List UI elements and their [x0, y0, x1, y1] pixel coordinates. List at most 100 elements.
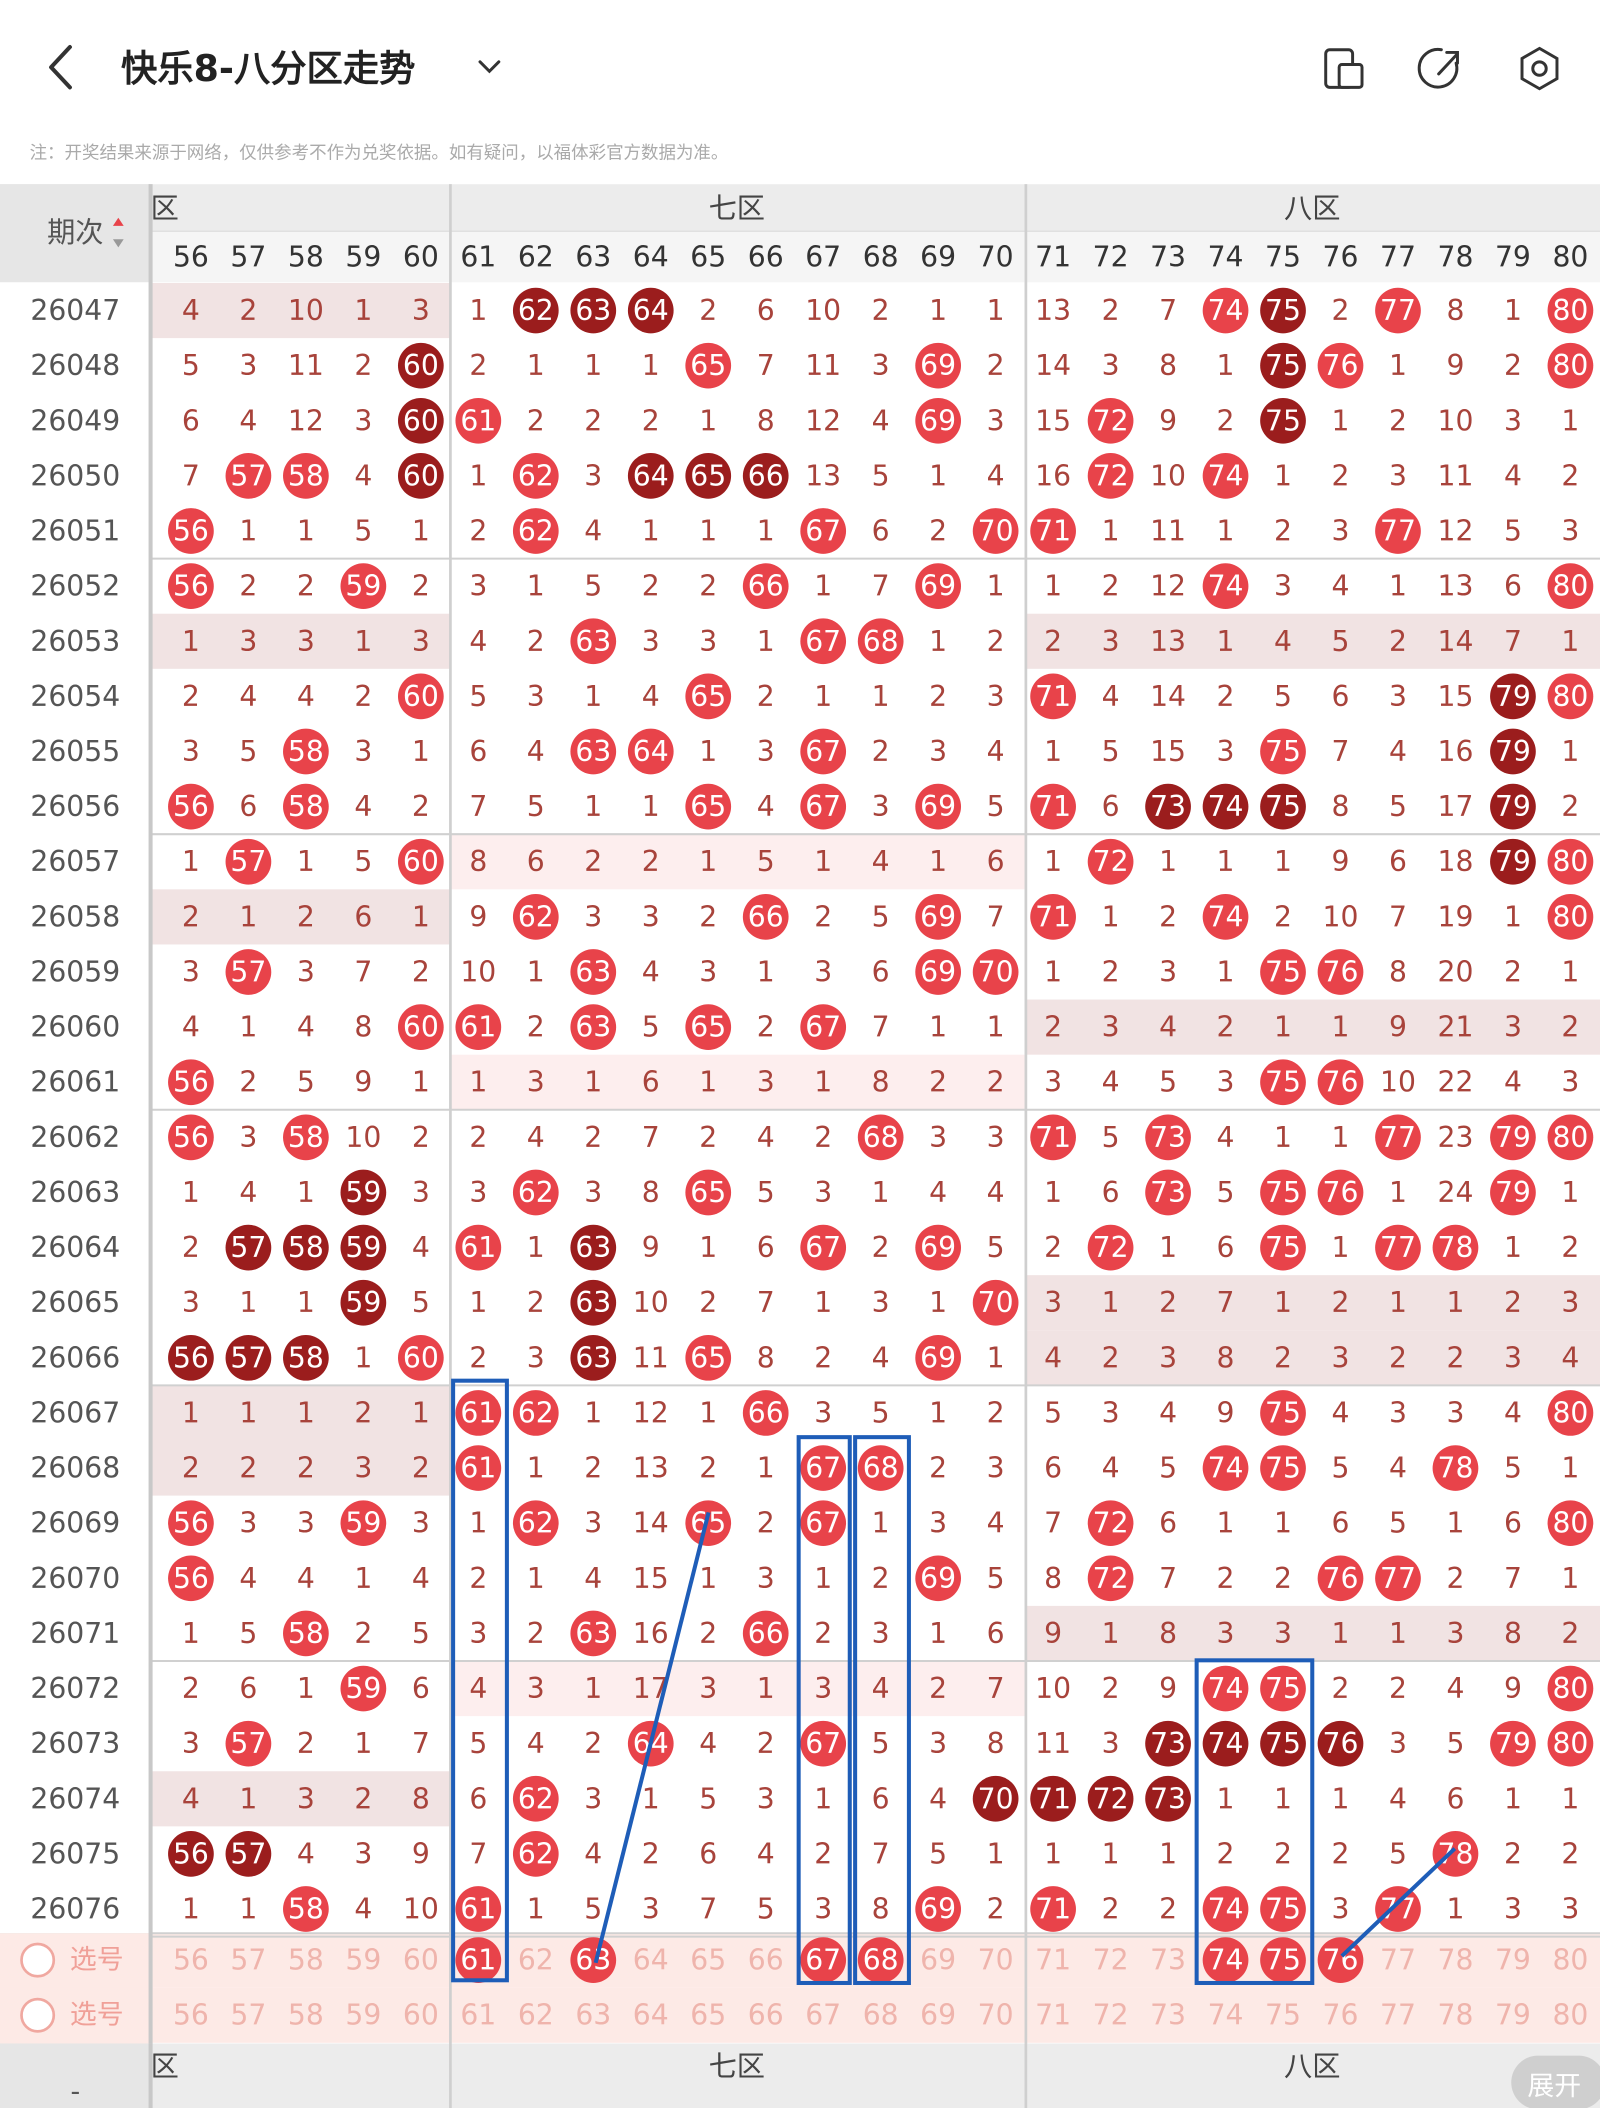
- hit-number: 75: [1265, 294, 1301, 327]
- selectable-number[interactable]: 78: [1438, 1944, 1474, 1977]
- miss-count: 1: [1217, 955, 1235, 988]
- selectable-number[interactable]: 56: [173, 1944, 209, 1977]
- picked-ball[interactable]: [1260, 1937, 1306, 1983]
- selectable-number[interactable]: 77: [1380, 1999, 1416, 2032]
- selectable-number[interactable]: 63: [575, 1999, 611, 2032]
- miss-count: 4: [527, 1121, 545, 1154]
- selectable-number[interactable]: 72: [1093, 1944, 1129, 1977]
- selectable-number[interactable]: 71: [1035, 1999, 1071, 2032]
- expand-button-bg[interactable]: [1511, 2055, 1600, 2108]
- miss-count: 1: [699, 845, 717, 878]
- miss-count: 7: [1504, 625, 1522, 658]
- selectable-number[interactable]: 64: [633, 1944, 669, 1977]
- selectable-number[interactable]: 66: [748, 1944, 784, 1977]
- miss-count: 4: [987, 1507, 1005, 1540]
- selectable-number[interactable]: 64: [633, 1999, 669, 2032]
- picked-ball[interactable]: [1202, 1937, 1249, 1983]
- hit-ball: [1145, 1169, 1191, 1216]
- miss-count: 3: [699, 1672, 717, 1705]
- select-radio[interactable]: [20, 1997, 56, 2033]
- selectable-number[interactable]: 62: [518, 1999, 554, 2032]
- selectable-number[interactable]: 67: [805, 1999, 841, 2032]
- selectable-number[interactable]: 58: [288, 1999, 324, 2032]
- picked-ball[interactable]: [570, 1937, 617, 1983]
- selectable-number[interactable]: 68: [863, 1999, 899, 2032]
- settings-icon[interactable]: [1520, 46, 1559, 91]
- annotation-box: [853, 1435, 911, 1985]
- selectable-number[interactable]: 62: [518, 1944, 554, 1977]
- selectable-number[interactable]: 79: [1495, 1944, 1531, 1977]
- selectable-number[interactable]: 56: [173, 1999, 209, 2032]
- collapse-label[interactable]: -: [70, 2076, 80, 2107]
- miss-count: 5: [987, 1231, 1005, 1264]
- selectable-number[interactable]: 80: [1552, 1944, 1588, 1977]
- selectable-number[interactable]: 60: [403, 1999, 439, 2032]
- miss-count: 2: [182, 680, 200, 713]
- selectable-number[interactable]: 65: [690, 1944, 726, 1977]
- picked-number[interactable]: 75: [1265, 1944, 1301, 1977]
- hit-ball: [225, 949, 272, 995]
- selectable-number[interactable]: 74: [1208, 1999, 1244, 2032]
- miss-count: 7: [872, 570, 890, 603]
- miss-count: 3: [1389, 459, 1407, 492]
- selectable-number[interactable]: 61: [460, 1999, 496, 2032]
- select-radio[interactable]: [20, 1942, 56, 1978]
- picked-ball[interactable]: [800, 1937, 847, 1983]
- selectable-number[interactable]: 57: [230, 1999, 266, 2032]
- picked-number[interactable]: 63: [575, 1944, 611, 1977]
- selectable-number[interactable]: 73: [1150, 1944, 1186, 1977]
- expand-button[interactable]: 展开: [1511, 2055, 1600, 2108]
- dropdown-button[interactable]: [478, 60, 501, 74]
- picked-ball[interactable]: [455, 1937, 502, 1983]
- selectable-number[interactable]: 72: [1093, 1999, 1129, 2032]
- selectable-number[interactable]: 65: [690, 1999, 726, 2032]
- miss-count: 1: [872, 1176, 890, 1209]
- miss-count: 1: [1217, 349, 1235, 382]
- miss-count: 13: [805, 459, 841, 492]
- miss-count: 1: [929, 1396, 947, 1429]
- sort-down[interactable]: [112, 239, 124, 248]
- selectable-number[interactable]: 58: [288, 1944, 324, 1977]
- hit-number: 75: [1265, 1893, 1301, 1926]
- hit-number: 79: [1495, 735, 1531, 768]
- repeat-hit-ball: [168, 1334, 214, 1381]
- selectable-number[interactable]: 70: [978, 1999, 1014, 2032]
- select-label[interactable]: 选号: [70, 1945, 124, 1976]
- selectable-number[interactable]: 57: [230, 1944, 266, 1977]
- picked-number[interactable]: 74: [1208, 1944, 1244, 1977]
- picked-number[interactable]: 61: [460, 1944, 496, 1977]
- selectable-number[interactable]: 70: [978, 1944, 1014, 1977]
- expand-button-label[interactable]: 展开: [1527, 2071, 1581, 2102]
- hit-number: 79: [1495, 1121, 1531, 1154]
- selectable-number[interactable]: 66: [748, 1999, 784, 2032]
- sort-up[interactable]: [112, 217, 124, 226]
- miss-count: 2: [1217, 680, 1235, 713]
- selectable-number[interactable]: 80: [1552, 1999, 1588, 2032]
- selectable-number[interactable]: 59: [345, 1999, 381, 2032]
- miss-count: 23: [1438, 1121, 1474, 1154]
- selectable-number[interactable]: 76: [1323, 1999, 1359, 2032]
- hit-ball: [168, 1059, 214, 1106]
- device-icon[interactable]: [1324, 48, 1364, 89]
- miss-count: 4: [1332, 570, 1350, 603]
- selectable-number[interactable]: 75: [1265, 1999, 1301, 2032]
- selectable-number[interactable]: 60: [403, 1944, 439, 1977]
- select-label[interactable]: 选号: [70, 2000, 124, 2031]
- selectable-number[interactable]: 78: [1438, 1999, 1474, 2032]
- picked-number[interactable]: 67: [805, 1944, 841, 1977]
- miss-count: 2: [1504, 955, 1522, 988]
- selectable-number[interactable]: 59: [345, 1944, 381, 1977]
- share-icon[interactable]: [1417, 47, 1459, 89]
- hit-ball: [570, 728, 617, 775]
- selectable-number[interactable]: 69: [920, 1999, 956, 2032]
- selectable-number[interactable]: 79: [1495, 1999, 1531, 2032]
- picked-number[interactable]: 76: [1323, 1944, 1359, 1977]
- selectable-number[interactable]: 69: [920, 1944, 956, 1977]
- selectable-number[interactable]: 73: [1150, 1999, 1186, 2032]
- picked-ball[interactable]: [857, 1937, 904, 1983]
- back-button[interactable]: [49, 45, 72, 90]
- picked-number[interactable]: 68: [863, 1944, 899, 1977]
- miss-count: 7: [1217, 1286, 1235, 1319]
- selectable-number[interactable]: 77: [1380, 1944, 1416, 1977]
- selectable-number[interactable]: 71: [1035, 1944, 1071, 1977]
